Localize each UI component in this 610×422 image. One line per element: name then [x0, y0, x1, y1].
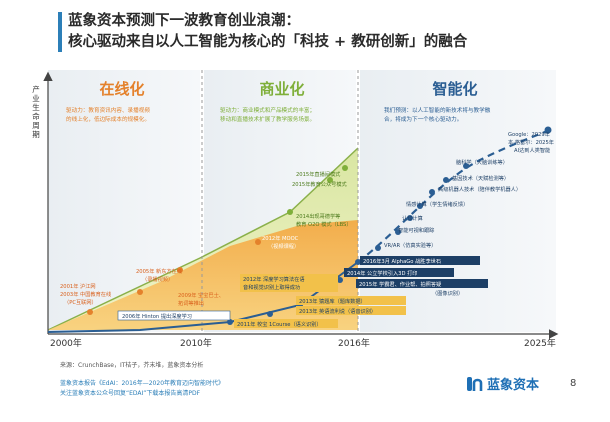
biz-dot	[327, 177, 333, 183]
future-point: 智能可视和跟踪	[398, 226, 435, 234]
phase-ai-desc: 合，将成为下一个核心驱动力。	[384, 115, 462, 123]
biz-dot	[287, 209, 293, 215]
future-point: 情感计算（学生情绪反馈）	[406, 200, 468, 208]
page-number: 8	[570, 378, 577, 389]
milestone: 2005年 新东方在线	[136, 267, 182, 275]
milestone: 2014出现哥德学等	[296, 212, 340, 220]
brand-logo: 蓝象资本	[465, 374, 539, 393]
biz-milestones: 2012年 MOOC （视频课程） 2014出现哥德学等 教育 O2O 模式（L…	[262, 170, 352, 250]
milestone: （录播视频）	[142, 275, 173, 283]
milestone-box	[240, 274, 338, 292]
milestone-box	[234, 319, 338, 328]
future-dot	[407, 215, 413, 221]
biz-curve	[47, 147, 359, 331]
milestone: 2001年 沪江网	[60, 282, 96, 290]
milestone: 2012年 深度学习算法在语	[243, 275, 305, 283]
milestone: （视频课程）	[268, 242, 299, 250]
y-axis-label: 产业生命周期	[32, 84, 40, 139]
milestone: 2011年 校宝 1Course（语义识别）	[237, 320, 322, 328]
phase-biz-desc: 移动和直播技术扩展了教学服务场景。	[220, 115, 315, 123]
future-point: AI达到人类智能	[514, 146, 550, 154]
milestone: （图像识别）	[432, 289, 463, 297]
future-point: 高级机器人技术（陪伴教学机器人）	[438, 185, 521, 193]
milestone-box	[296, 296, 406, 305]
future-dot	[544, 126, 552, 134]
milestone: 2012年 MOOC	[262, 234, 299, 242]
future-dot	[463, 163, 469, 169]
milestone: 2006年 Hinton 提出深度学习	[122, 312, 192, 320]
milestone: 拓词等推出	[178, 299, 204, 307]
milestone: 2013年 猿题库（题库数据）	[299, 297, 366, 305]
milestone: 音和视觉识别上取得成功	[243, 283, 300, 291]
future-point: VR/AR（仿真实验等）	[384, 241, 436, 249]
phase-online-desc: 驱动力：教育资讯内容、录播视频	[66, 106, 150, 114]
milestone-box	[356, 279, 488, 288]
phase-biz-title: 商业化	[259, 80, 304, 98]
phase-biz-desc: 驱动力：商业模式和产品模式的丰富；	[220, 106, 315, 114]
slide-title: 蓝象资本预测下一波教育创业浪潮： 核心驱动来自以人工智能为核心的「科技 + 教研…	[68, 11, 467, 53]
milestone: 2015年直播间模式	[296, 170, 341, 178]
title-line-2: 核心驱动来自以人工智能为核心的「科技 + 教研创新」的融合	[68, 34, 468, 50]
milestone: 2014年 公立学校引入3D 打印	[347, 269, 417, 277]
logo-mark-icon	[467, 376, 483, 391]
milestone: 2015年教育公众号模式	[292, 180, 348, 188]
ai-dot	[227, 319, 233, 325]
title-line-1: 蓝象资本预测下一波教育创业浪潮：	[68, 13, 300, 29]
future-dot	[417, 203, 423, 209]
future-point: 脑科学（大脑训练等）	[456, 158, 508, 166]
future-point: 基因技术（天赋检测等）	[452, 174, 509, 182]
milestone: 2015年 学霸君、作业帮、拍照答疑	[359, 280, 441, 288]
future-dot	[375, 245, 381, 251]
y-axis-label-group: 产业生命周期	[32, 84, 40, 139]
online-area	[48, 220, 358, 330]
title-accent-bar	[58, 12, 62, 52]
ai-curve-future	[357, 128, 551, 263]
footer-sources: 来源：CrunchBase，IT桔子，芥末堆，蓝象资本分析	[60, 362, 204, 369]
phase-ai-title: 智能化	[432, 80, 477, 98]
x-tick: 2025年	[524, 337, 556, 349]
milestone: 2009年 宝宝巴士、	[178, 291, 224, 299]
ai-dot	[267, 311, 273, 317]
milestone: 2003年 中国教育在线	[60, 290, 111, 298]
ai-dot	[337, 277, 343, 283]
future-labels: VR/AR（仿真实验等） 认知计算 情感计算（学生情绪反馈） 智能可视和跟踪 高…	[384, 130, 554, 249]
future-point: 本·格雷尔：2025年	[508, 138, 554, 146]
milestone-box	[344, 268, 454, 277]
biz-dot	[342, 165, 348, 171]
online-dot	[87, 309, 93, 315]
online-dot	[177, 267, 183, 273]
phase-online-desc: 的线上化，低边际成本的规模化。	[66, 115, 150, 123]
footer-note-1: 蓝象资本报告《EdAI：2016年—2020年教育迈向智能时代》	[60, 380, 225, 387]
phase-online-title: 在线化	[99, 80, 144, 98]
future-dot	[429, 189, 435, 195]
ai-dot	[355, 259, 361, 265]
future-dot	[395, 229, 401, 235]
milestone: 教育 O2O 模式（LBS）	[296, 220, 352, 228]
phase-ai-desc: 我们预测：以人工智能的新技术将与教学融	[384, 106, 491, 114]
online-milestones: 2001年 沪江网 2003年 中国教育在线 （PC互联网） 2005年 新东方…	[60, 267, 224, 307]
footer-note-2: 关注蓝象资本公众号回复“EDAI”下载本报告高清PDF	[60, 390, 201, 397]
milestone-box	[117, 310, 231, 321]
future-dot	[443, 177, 449, 183]
future-point: 认知计算	[402, 214, 423, 222]
online-dot	[137, 289, 143, 295]
milestone: 2013年 英语流利说（语音识别）	[299, 307, 376, 315]
milestone: 2016年3月 AlphaGo 战胜李世石	[363, 257, 441, 265]
online-dot	[255, 239, 261, 245]
phase-band-ai	[360, 70, 556, 332]
logo-text: 蓝象资本	[487, 378, 540, 393]
x-tick: 2010年	[180, 337, 212, 349]
ai-milestones: 2006年 Hinton 提出深度学习 2012年 深度学习算法在语 音和视觉识…	[117, 256, 488, 328]
x-tick: 2000年	[50, 337, 82, 349]
x-tick: 2016年	[338, 337, 370, 349]
milestone-box	[296, 306, 406, 315]
milestone-box	[360, 256, 480, 265]
future-point: Google：2029年	[508, 130, 550, 138]
milestone: （PC互联网）	[64, 298, 97, 306]
